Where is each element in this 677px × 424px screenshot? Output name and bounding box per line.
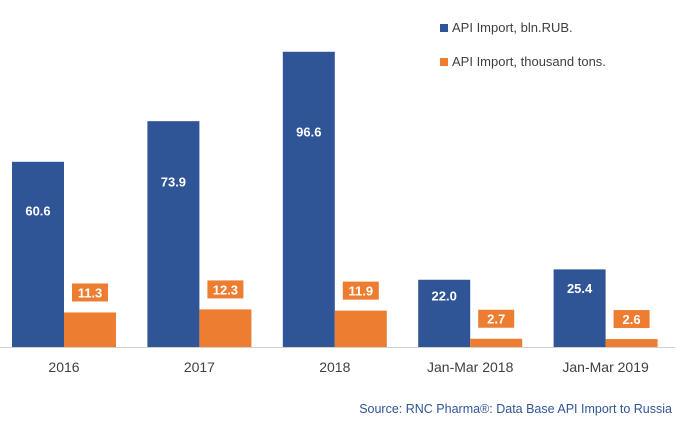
legend: API Import, bln.RUB. API Import, thousand… — [440, 20, 606, 69]
bar-series-2-1 — [64, 312, 116, 347]
category-labels: 2016 2017 2018 Jan-Mar 2018 Jan-Mar 2019 — [48, 359, 649, 375]
data-label-1-4: 22.0 — [432, 289, 457, 304]
data-label-1-1: 60.6 — [25, 204, 50, 219]
bar-series-2-3 — [334, 310, 387, 347]
data-label-box-2-3 — [342, 281, 379, 300]
bar-series-1-1 — [12, 161, 64, 347]
source-note: Source: RNC Pharma®: Data Base API Impor… — [359, 402, 672, 416]
bar-series-2-5 — [605, 339, 658, 347]
category-label-5: Jan-Mar 2019 — [562, 359, 649, 375]
data-label-box-2-4 — [478, 309, 515, 328]
data-label-2-3: 11.9 — [349, 284, 374, 299]
data-label-1-3: 96.6 — [296, 124, 321, 139]
data-label-box-2-1 — [72, 283, 108, 302]
category-label-3: 2018 — [319, 359, 350, 375]
bar-series-1-5 — [553, 269, 606, 347]
bar-series-1-4 — [418, 279, 471, 347]
bars-group: 60.6 11.3 73.9 12.3 96.6 11.9 22.0 2.7 25.4 2.6 — [12, 51, 658, 348]
bar-series-2-2 — [199, 309, 252, 347]
category-label-4: Jan-Mar 2018 — [427, 359, 514, 375]
data-label-box-2-2 — [207, 280, 244, 299]
data-label-2-4: 2.7 — [487, 312, 505, 327]
data-label-box-2-5 — [613, 310, 650, 329]
legend-swatch-2 — [440, 58, 448, 66]
data-label-2-2: 12.3 — [213, 282, 238, 297]
data-label-2-1: 11.3 — [78, 285, 103, 300]
legend-label-2: API Import, thousand tons. — [452, 54, 606, 69]
bar-series-1-3 — [282, 51, 335, 348]
bar-series-2-4 — [470, 338, 523, 347]
data-label-2-5: 2.6 — [623, 312, 641, 327]
data-label-1-2: 73.9 — [161, 174, 186, 189]
bar-series-1-2 — [147, 121, 200, 348]
data-label-1-5: 25.4 — [567, 281, 593, 296]
category-label-1: 2016 — [48, 359, 79, 375]
legend-swatch-1 — [440, 24, 448, 32]
category-label-2: 2017 — [184, 359, 215, 375]
legend-label-1: API Import, bln.RUB. — [452, 20, 573, 35]
